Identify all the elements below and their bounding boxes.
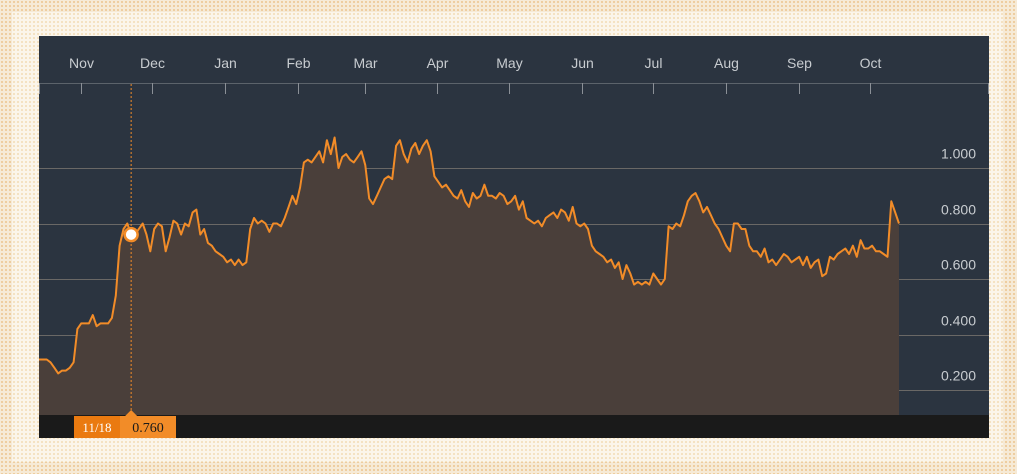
y-tick-label: 0.200 (941, 368, 976, 384)
x-axis: Nov Dec Jan Feb Mar Apr May Jun Jul Aug Sep Oct (39, 55, 989, 94)
x-tick-label: Jan (214, 55, 237, 71)
price-chart[interactable]: Nov Dec Jan Feb Mar Apr May Jun Jul Aug Sep Oct 1.0… (39, 36, 989, 438)
x-tick-label: Dec (140, 55, 165, 71)
y-tick-label: 0.600 (941, 257, 976, 273)
y-tick-label: 1.000 (941, 146, 976, 162)
x-tick-label: Nov (69, 55, 94, 71)
y-tick-label: 0.800 (941, 202, 976, 218)
hover-marker (123, 226, 139, 243)
x-tick-label: Apr (427, 55, 449, 71)
tooltip-pointer (125, 410, 138, 416)
tooltip-date-box (74, 416, 120, 438)
x-tick-label: Jul (645, 55, 663, 71)
tooltip-value: 0.760 (132, 421, 164, 436)
price-line (39, 136, 900, 375)
price-area (39, 137, 899, 415)
tooltip: 11/18 0.760 (74, 84, 176, 438)
y-axis: 1.000 0.800 0.600 0.400 0.200 (941, 146, 976, 384)
x-tick-label: Mar (353, 55, 377, 71)
x-tick-label: Aug (714, 55, 739, 71)
x-tick-label: May (496, 55, 522, 71)
chart-container: Nov Dec Jan Feb Mar Apr May Jun Jul Aug Sep Oct 1.0… (39, 36, 989, 438)
x-tick-label: Feb (286, 55, 310, 71)
x-tick-label: Oct (860, 55, 882, 71)
y-tick-label: 0.400 (941, 313, 976, 329)
x-tick-label: Jun (571, 55, 594, 71)
x-tick-label: Sep (787, 55, 812, 71)
x-axis-bar (39, 415, 989, 438)
tooltip-date: 11/18 (82, 420, 111, 435)
